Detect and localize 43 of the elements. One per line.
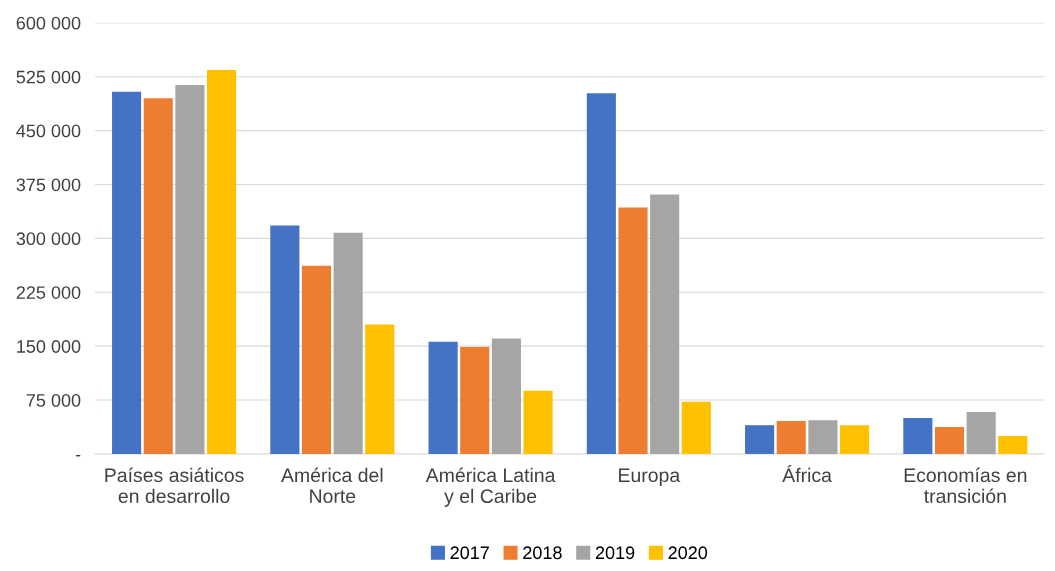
bar	[966, 411, 996, 454]
x-tick-label: América del Norte	[281, 467, 383, 504]
bar	[206, 69, 237, 454]
bar	[523, 390, 553, 454]
bar	[903, 418, 933, 454]
bar	[301, 265, 332, 454]
bar	[112, 91, 142, 454]
x-tick-label: Europa	[619, 468, 681, 486]
bar	[934, 427, 965, 454]
bar	[365, 324, 395, 454]
y-tick-label: 75 000	[26, 393, 81, 407]
x-tick-label: Países asiáticos en desarrollo	[105, 467, 244, 504]
bar	[776, 420, 806, 454]
y-tick-label: 450 000	[16, 124, 81, 138]
legend-label: 2017	[450, 546, 489, 560]
bar	[839, 425, 870, 454]
bar	[270, 225, 300, 454]
y-tick-label: 150 000	[17, 340, 81, 353]
bar	[460, 346, 490, 454]
legend-label: 2019	[595, 546, 635, 560]
legend-label: 2018	[523, 546, 562, 560]
bar	[333, 232, 363, 454]
y-tick-label: 225 000	[16, 286, 81, 299]
bar	[808, 420, 838, 454]
y-tick-label: 600 000	[16, 16, 81, 30]
bar	[998, 435, 1028, 454]
y-tick-label: 300 000	[16, 232, 81, 246]
legend-label: 2020	[668, 546, 708, 560]
bar	[428, 341, 458, 454]
bar	[681, 401, 711, 454]
bar	[618, 207, 648, 454]
y-tick-label: 525 000	[16, 70, 81, 84]
x-tick-label: África	[782, 465, 832, 483]
bar	[650, 194, 680, 454]
y-tick-label: 375 000	[16, 178, 81, 192]
bar	[586, 93, 616, 454]
bar	[745, 425, 775, 454]
y-tick-label: -	[75, 454, 81, 457]
bar	[143, 98, 173, 454]
x-tick-label: América Latina y el Caribe	[425, 467, 556, 507]
bar	[491, 338, 521, 454]
x-tick-label: Economías en transición	[904, 467, 1027, 504]
bar	[175, 84, 205, 454]
